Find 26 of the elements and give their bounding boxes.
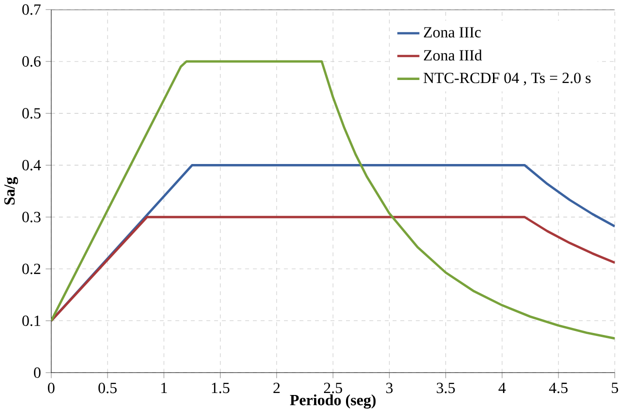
y-tick-label: 0.7 bbox=[22, 4, 41, 15]
legend-label: Zona IIId bbox=[424, 50, 482, 61]
x-tick-label: 2 bbox=[273, 382, 280, 394]
y-tick-label: 0 bbox=[34, 367, 41, 378]
y-tick-label: 0.3 bbox=[22, 212, 41, 222]
x-axis-title: Periodo (seg) bbox=[290, 394, 376, 409]
line-series bbox=[51, 60, 615, 340]
y-axis-title: Sa/g bbox=[4, 177, 18, 205]
x-tick-label: 0 bbox=[48, 382, 54, 394]
y-tick-label: 0.5 bbox=[22, 108, 41, 119]
x-tick-label: 3.5 bbox=[436, 382, 455, 394]
y-tick-label: 0.2 bbox=[22, 264, 40, 274]
y-tick-label: 0.6 bbox=[22, 56, 41, 67]
y-tick-label: 0.4 bbox=[22, 160, 41, 171]
x-tick-label: 4 bbox=[498, 382, 506, 394]
x-tick-label: 1.5 bbox=[212, 382, 230, 394]
x-tick-label: 3 bbox=[386, 382, 393, 394]
line-series bbox=[51, 216, 615, 322]
y-tick-label: 0.1 bbox=[22, 316, 40, 326]
legend-label: Zona IIIc bbox=[424, 27, 481, 38]
x-tick-label: 1 bbox=[161, 382, 167, 394]
x-tick-label: 0.5 bbox=[98, 382, 117, 394]
legend-label: NTC-RCDF 04 , Ts = 2.0 s bbox=[424, 72, 591, 86]
x-tick-label: 2.5 bbox=[324, 382, 342, 394]
x-tick-label: 4.5 bbox=[549, 382, 568, 394]
x-tick-label: 5 bbox=[612, 382, 618, 394]
